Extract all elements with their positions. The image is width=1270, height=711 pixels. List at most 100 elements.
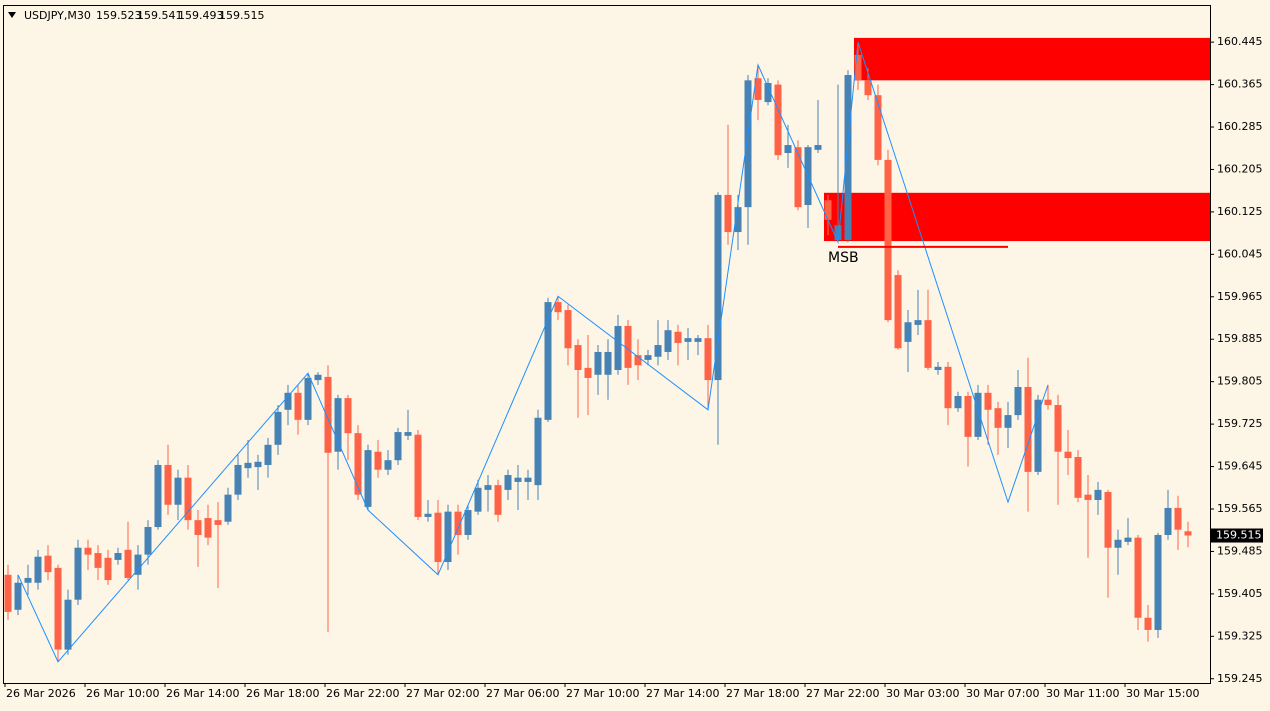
candle-body: [824, 200, 832, 220]
candle-body: [594, 351, 602, 375]
candle-body: [574, 345, 582, 370]
x-tick-label: 27 Mar 02:00: [406, 687, 479, 700]
candle-body: [184, 477, 192, 521]
candle-body: [294, 392, 302, 420]
candle-body: [344, 398, 352, 434]
candle-body: [814, 145, 822, 150]
header-close: 159.515: [219, 9, 265, 22]
candle-body: [234, 464, 242, 495]
candle-body: [1064, 451, 1072, 459]
header-low: 159.493: [178, 9, 224, 22]
x-tick-label: 27 Mar 10:00: [566, 687, 639, 700]
x-tick-label: 30 Mar 03:00: [886, 687, 959, 700]
candle-body: [944, 366, 952, 409]
supply-zone: [824, 192, 1210, 242]
header-open: 159.523: [96, 9, 142, 22]
price-tag-label: 159.515: [1216, 529, 1262, 542]
candle-body: [164, 464, 172, 505]
plot-frame: [3, 5, 1211, 684]
candle-body: [1074, 457, 1082, 498]
candle-body: [984, 392, 992, 410]
y-tick-label: 159.245: [1217, 672, 1263, 685]
candle-body: [954, 395, 962, 409]
candle-body: [1144, 617, 1152, 630]
candle-body: [524, 477, 532, 482]
candle-body: [1034, 399, 1042, 472]
candle-body: [994, 408, 1002, 428]
x-tick-label: 27 Mar 06:00: [486, 687, 559, 700]
candle-body: [1004, 415, 1012, 428]
candle-body: [94, 553, 102, 568]
y-tick-label: 159.885: [1217, 332, 1263, 345]
x-tick-label: 27 Mar 18:00: [726, 687, 799, 700]
candle-body: [644, 355, 652, 360]
candle-body: [544, 302, 552, 420]
symbol: USDJPY,M30: [24, 9, 91, 22]
x-tick-label: 30 Mar 11:00: [1046, 687, 1119, 700]
candle-body: [604, 351, 612, 375]
candle-body: [284, 392, 292, 410]
x-tick-label: 27 Mar 22:00: [806, 687, 879, 700]
candle-body: [414, 434, 422, 517]
candle-body: [1014, 386, 1022, 416]
candle-body: [404, 432, 412, 436]
candle-body: [614, 325, 622, 370]
candle-body: [454, 511, 462, 535]
candle-body: [1154, 534, 1162, 630]
candle-body: [114, 553, 122, 560]
price-tag: [1211, 528, 1263, 543]
candle-body: [624, 325, 632, 368]
candle-body: [704, 338, 712, 381]
candle-body: [394, 432, 402, 461]
candle-body: [494, 485, 502, 515]
candle-body: [214, 520, 222, 525]
candle-body: [1174, 507, 1182, 530]
candle-body: [1184, 531, 1192, 536]
candle-body: [1094, 489, 1102, 500]
candle-body: [924, 320, 932, 368]
candle-body: [504, 475, 512, 490]
candle-body: [674, 331, 682, 343]
candle-body: [694, 338, 702, 342]
x-tick-label: 26 Mar 10:00: [86, 687, 159, 700]
candle-body: [264, 444, 272, 465]
candle-body: [1044, 399, 1052, 406]
msb-label: MSB: [828, 250, 859, 266]
y-tick-label: 159.805: [1217, 375, 1263, 388]
candle-body: [1054, 405, 1062, 452]
candle-body: [714, 194, 722, 381]
candle-body: [64, 599, 72, 650]
candle-body: [354, 433, 362, 495]
candle-body: [304, 377, 312, 420]
candle-body: [364, 450, 372, 507]
y-tick-label: 160.205: [1217, 162, 1263, 175]
candle-body: [54, 567, 62, 650]
candle-body: [474, 487, 482, 512]
candle-body: [1104, 492, 1112, 548]
candle-body: [314, 374, 322, 381]
candle-body: [384, 460, 392, 470]
candle-body: [964, 395, 972, 437]
candle-body: [584, 367, 592, 378]
candle-body: [174, 477, 182, 505]
candle-body: [664, 330, 672, 352]
y-tick-label: 159.405: [1217, 587, 1263, 600]
candle-body: [84, 547, 92, 555]
y-tick-label: 159.325: [1217, 629, 1263, 642]
candle-body: [1134, 537, 1142, 618]
candle-body: [154, 464, 162, 528]
candle-body: [904, 322, 912, 342]
candle-body: [794, 147, 802, 208]
candle-body: [224, 494, 232, 522]
candle-body: [834, 225, 842, 241]
menu-arrow[interactable]: [8, 12, 16, 18]
y-tick-label: 159.645: [1217, 460, 1263, 473]
y-tick-label: 160.285: [1217, 120, 1263, 133]
candle-body: [854, 54, 862, 81]
candle-body: [774, 84, 782, 156]
candle-body: [754, 78, 762, 100]
candle-body: [554, 302, 562, 313]
candle-body: [134, 554, 142, 575]
candle-body: [764, 82, 772, 103]
